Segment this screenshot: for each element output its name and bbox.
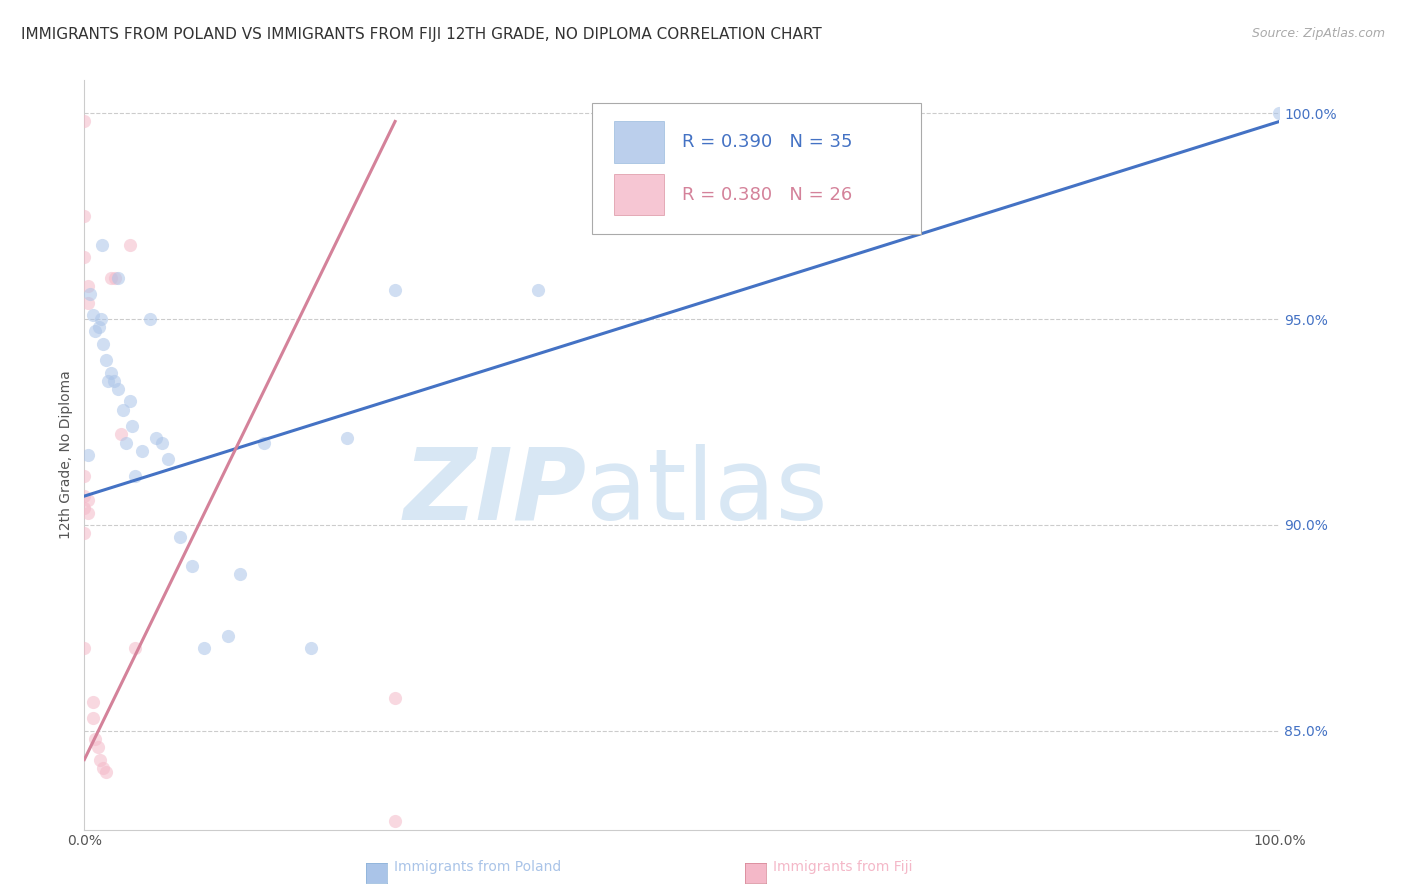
Point — [94, 353, 117, 368]
Point — [84, 731, 107, 746]
Point — [73, 501, 96, 516]
Point — [73, 641, 96, 656]
Point — [93, 336, 115, 351]
Point — [73, 526, 96, 541]
Point — [110, 427, 132, 442]
Point — [124, 641, 146, 656]
Point — [229, 567, 252, 582]
Point — [139, 312, 162, 326]
Point — [93, 761, 115, 775]
Point — [193, 641, 215, 656]
Point — [527, 283, 550, 297]
Point — [1268, 106, 1291, 120]
Point — [90, 312, 112, 326]
Text: Immigrants from Fiji: Immigrants from Fiji — [773, 860, 912, 874]
Point — [145, 432, 167, 446]
Bar — [614, 174, 664, 215]
Point — [87, 320, 110, 334]
Text: IMMIGRANTS FROM POLAND VS IMMIGRANTS FROM FIJI 12TH GRADE, NO DIPLOMA CORRELATIO: IMMIGRANTS FROM POLAND VS IMMIGRANTS FRO… — [21, 27, 823, 42]
Point — [82, 308, 104, 322]
Point — [91, 238, 114, 252]
Point — [86, 740, 108, 755]
Point — [384, 814, 406, 829]
Point — [384, 283, 406, 297]
Text: Source: ZipAtlas.com: Source: ZipAtlas.com — [1251, 27, 1385, 40]
Text: R = 0.390   N = 35: R = 0.390 N = 35 — [682, 133, 852, 151]
Point — [100, 271, 122, 285]
FancyBboxPatch shape — [592, 103, 921, 234]
Point — [336, 432, 359, 446]
Point — [100, 366, 122, 380]
Point — [104, 271, 127, 285]
Point — [118, 394, 141, 409]
Point — [301, 641, 323, 656]
Point — [79, 287, 101, 301]
Point — [169, 530, 191, 544]
Point — [94, 764, 117, 779]
Point — [73, 209, 96, 223]
Bar — [614, 121, 664, 162]
Point — [115, 435, 138, 450]
Y-axis label: 12th Grade, No Diploma: 12th Grade, No Diploma — [59, 370, 73, 540]
Point — [118, 238, 141, 252]
Point — [150, 435, 173, 450]
Point — [121, 419, 143, 434]
Point — [89, 753, 111, 767]
Point — [253, 435, 276, 450]
Point — [107, 382, 129, 396]
Point — [384, 690, 406, 705]
Point — [181, 559, 204, 574]
Point — [73, 489, 96, 503]
Point — [111, 402, 134, 417]
Point — [124, 468, 146, 483]
Point — [131, 443, 153, 458]
Point — [73, 250, 96, 264]
Point — [82, 695, 104, 709]
Point — [73, 468, 96, 483]
Text: ZIP: ZIP — [404, 444, 586, 541]
Point — [157, 452, 180, 467]
Point — [103, 374, 125, 388]
Point — [217, 629, 239, 643]
Point — [77, 295, 100, 310]
Point — [82, 711, 104, 725]
Point — [77, 506, 100, 520]
Text: R = 0.380   N = 26: R = 0.380 N = 26 — [682, 186, 852, 203]
Point — [77, 448, 100, 462]
Point — [73, 114, 96, 128]
Point — [77, 493, 100, 508]
Text: Immigrants from Poland: Immigrants from Poland — [394, 860, 561, 874]
Point — [107, 271, 129, 285]
Point — [84, 325, 107, 339]
Point — [77, 279, 100, 293]
Point — [97, 374, 120, 388]
Text: atlas: atlas — [586, 444, 828, 541]
